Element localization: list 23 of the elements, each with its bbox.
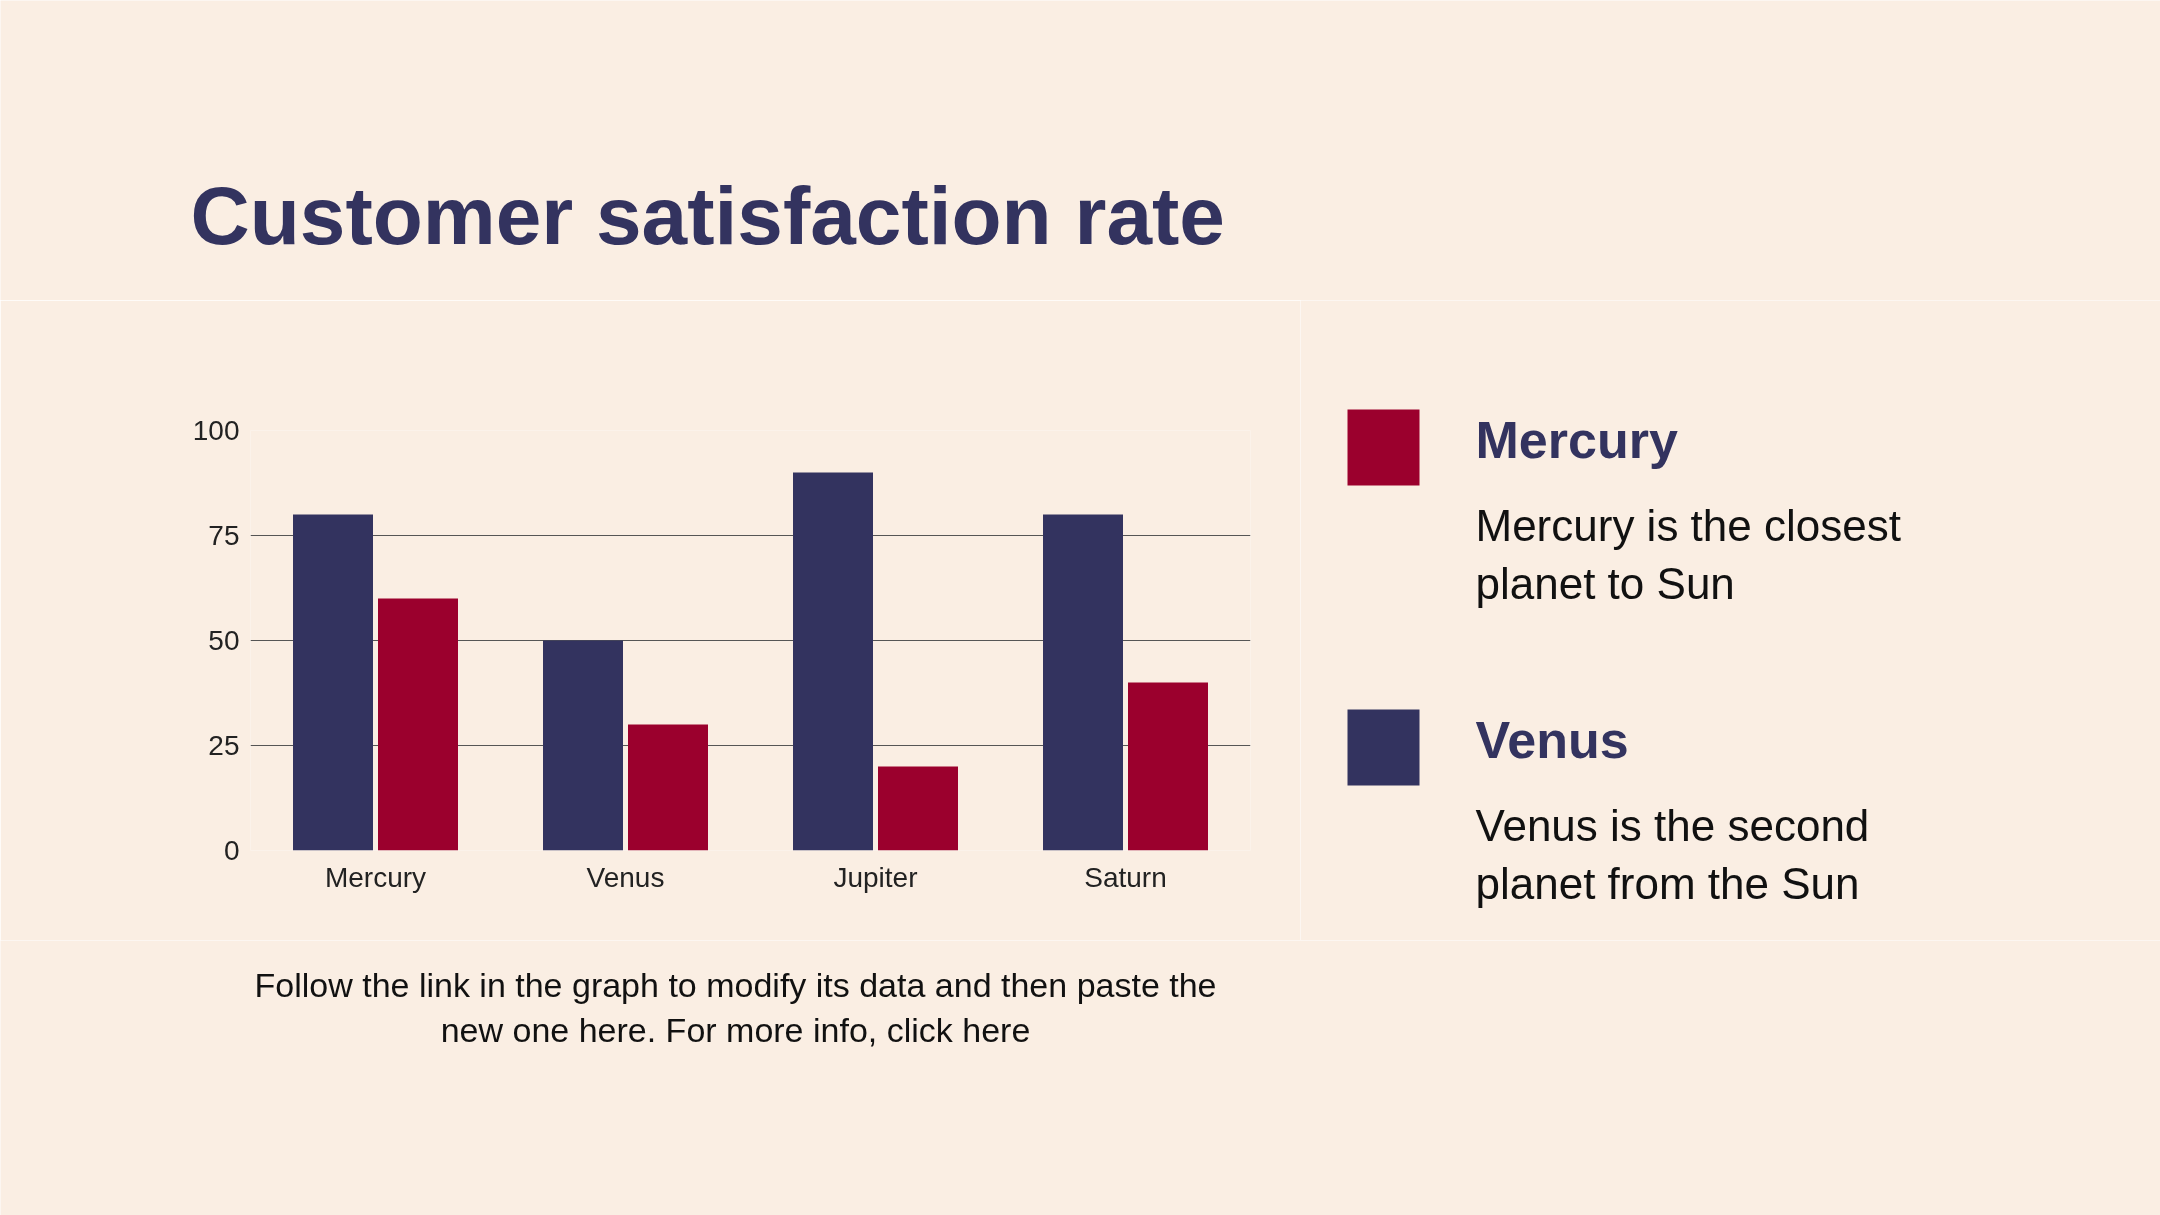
bar [1043,514,1123,851]
y-tick-label: 50 [208,625,240,656]
bar [628,724,708,851]
x-tick-label: Mercury [324,861,427,893]
y-tick-label: 100 [192,415,240,446]
bar [543,640,623,851]
bar [793,472,873,851]
x-tick-label: Venus [586,861,665,893]
bar [378,598,458,851]
bar [1128,682,1208,851]
legend-label: Mercury [1475,410,1678,469]
y-tick-label: 75 [208,520,240,551]
text: Mercury is the closest planet to Sun [1475,500,1901,609]
y-tick-label: 0 [223,835,240,866]
text: Follow the link in the graph to modify its data and then paste the new one here. For more info, click here [254,965,1217,1050]
bar [878,766,958,851]
chart-title: Customer satisfaction rate [190,170,1225,261]
bar [293,514,373,851]
legend-label: Venus [1475,710,1629,769]
text: Venus is the second planet from the Sun [1475,800,1870,909]
x-tick-label: Saturn [1084,861,1167,893]
y-tick-label: 25 [208,730,240,761]
x-tick-label: Jupiter [833,861,918,893]
